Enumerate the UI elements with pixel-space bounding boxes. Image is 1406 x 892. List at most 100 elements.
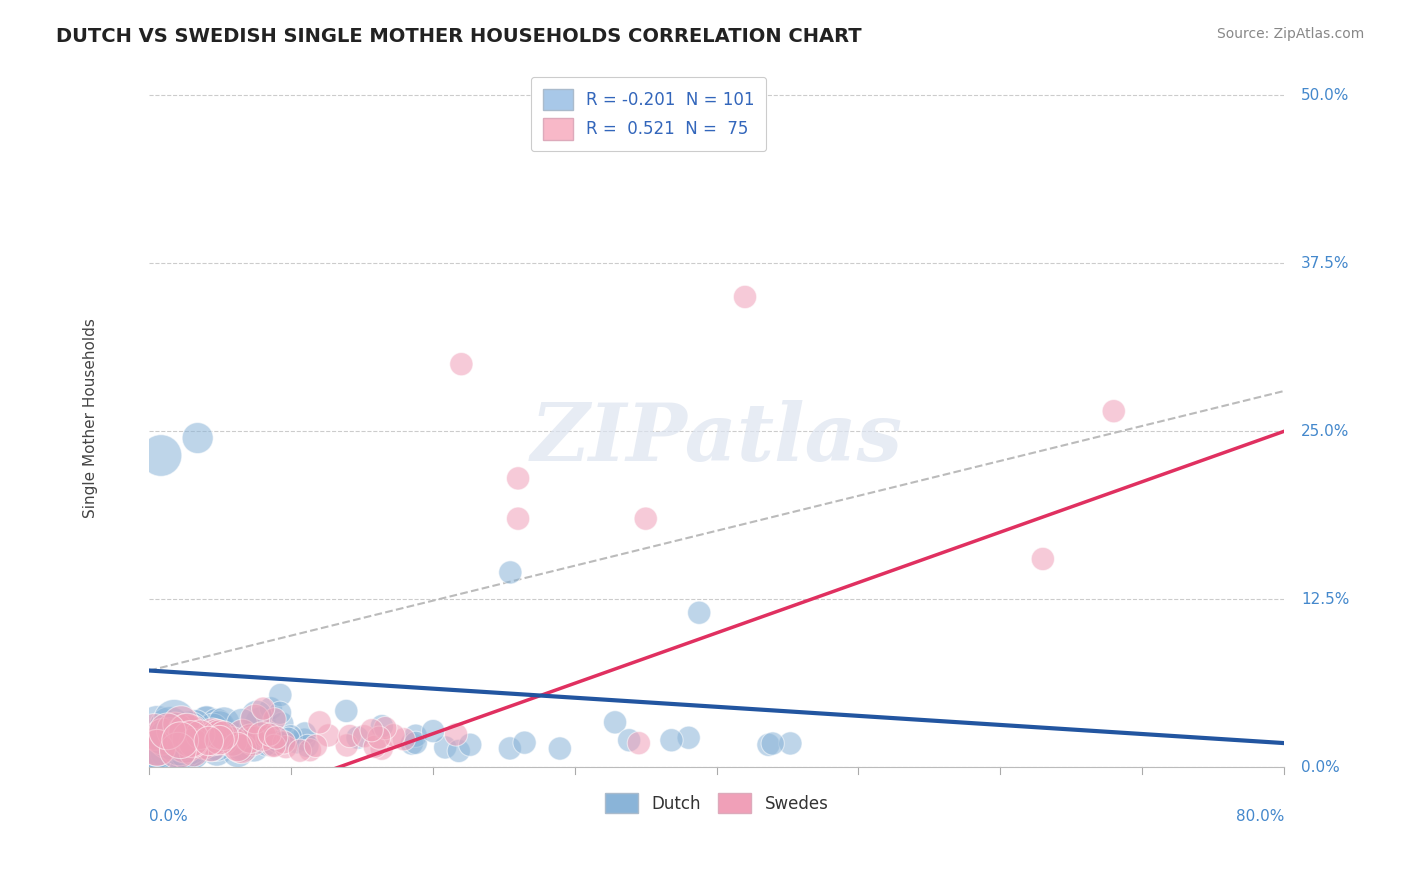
Point: [256, 730, 278, 744]
Text: 0.0%: 0.0%: [149, 809, 188, 824]
Point: [169, 731, 191, 745]
Text: Source: ZipAtlas.com: Source: ZipAtlas.com: [1216, 27, 1364, 41]
Point: [142, 733, 165, 747]
Point: [231, 717, 253, 731]
Point: [267, 734, 290, 748]
Point: [368, 731, 391, 745]
Point: [499, 741, 522, 756]
Point: [370, 741, 392, 756]
Point: [271, 716, 294, 731]
Point: [298, 743, 321, 757]
Point: [260, 701, 283, 715]
Point: [174, 725, 197, 739]
Point: [205, 727, 228, 741]
Point: [207, 739, 229, 753]
Text: 80.0%: 80.0%: [1236, 809, 1284, 824]
Point: [253, 730, 276, 744]
Point: [242, 734, 264, 748]
Point: [157, 731, 180, 746]
Point: [458, 738, 481, 752]
Point: [280, 729, 302, 743]
Point: [246, 708, 269, 723]
Point: [198, 731, 221, 745]
Point: [143, 725, 166, 739]
Point: [277, 731, 299, 746]
Legend: Dutch, Swedes: Dutch, Swedes: [596, 785, 837, 822]
Text: Single Mother Households: Single Mother Households: [83, 318, 98, 518]
Point: [208, 732, 231, 747]
Point: [758, 738, 780, 752]
Point: [187, 431, 209, 445]
Point: [197, 734, 219, 748]
Point: [205, 716, 228, 731]
Point: [176, 724, 198, 739]
Point: [229, 736, 252, 750]
Point: [180, 741, 202, 756]
Point: [335, 704, 357, 718]
Point: [146, 740, 169, 755]
Point: [450, 357, 472, 371]
Point: [141, 739, 163, 753]
Point: [336, 739, 359, 753]
Point: [208, 733, 231, 747]
Point: [146, 737, 169, 751]
Point: [166, 727, 188, 741]
Point: [212, 729, 235, 743]
Point: [149, 449, 172, 463]
Point: [180, 731, 202, 746]
Point: [143, 741, 166, 756]
Point: [146, 740, 169, 755]
Point: [179, 735, 201, 749]
Point: [204, 727, 226, 741]
Point: [308, 715, 330, 730]
Point: [401, 737, 423, 751]
Point: [392, 732, 415, 747]
Point: [506, 511, 529, 525]
Point: [371, 719, 394, 733]
Point: [152, 730, 174, 744]
Point: [263, 739, 285, 753]
Point: [201, 728, 224, 742]
Point: [318, 728, 340, 742]
Point: [499, 566, 522, 580]
Point: [506, 471, 529, 485]
Point: [176, 741, 198, 756]
Point: [159, 738, 181, 752]
Point: [163, 731, 186, 745]
Point: [254, 738, 277, 752]
Point: [259, 728, 281, 742]
Text: 0.0%: 0.0%: [1301, 760, 1340, 775]
Point: [221, 734, 243, 748]
Point: [173, 743, 195, 757]
Point: [201, 722, 224, 736]
Point: [364, 739, 387, 754]
Point: [249, 715, 271, 730]
Point: [183, 736, 205, 750]
Point: [181, 723, 204, 737]
Point: [339, 729, 361, 743]
Point: [155, 734, 177, 748]
Point: [226, 739, 249, 754]
Point: [627, 736, 650, 750]
Point: [1032, 552, 1054, 566]
Point: [243, 739, 266, 754]
Point: [734, 290, 756, 304]
Point: [186, 726, 208, 740]
Point: [180, 736, 202, 750]
Point: [353, 729, 375, 743]
Point: [169, 730, 191, 744]
Point: [141, 741, 163, 756]
Point: [269, 688, 291, 702]
Point: [177, 738, 200, 752]
Point: [195, 714, 218, 729]
Point: [141, 748, 163, 763]
Point: [201, 739, 224, 753]
Point: [274, 740, 297, 755]
Point: [226, 745, 249, 759]
Point: [174, 729, 197, 743]
Point: [250, 730, 273, 744]
Point: [221, 730, 243, 744]
Point: [163, 713, 186, 727]
Point: [231, 727, 253, 741]
Point: [174, 730, 197, 744]
